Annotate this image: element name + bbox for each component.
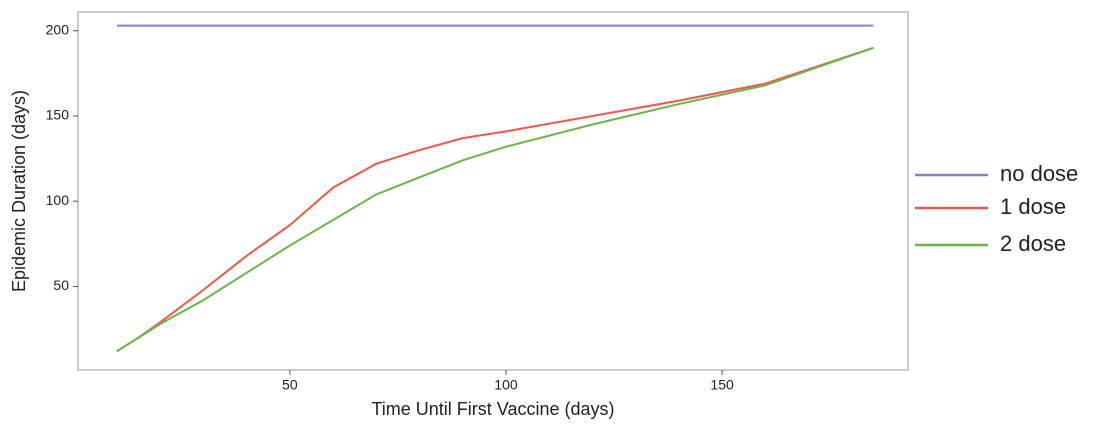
x-tick-label: 150 — [710, 377, 734, 393]
legend-label: no dose — [1000, 161, 1078, 186]
x-axis-label: Time Until First Vaccine (days) — [371, 399, 614, 419]
plot-frame — [77, 11, 909, 371]
line — [116, 46, 874, 353]
legend-label: 2 dose — [1000, 231, 1066, 256]
x-tick-label: 50 — [282, 377, 298, 393]
y-axis-label: Epidemic Duration (days) — [9, 90, 29, 292]
x-tick-label: 100 — [494, 377, 518, 393]
y-tick-label: 200 — [46, 21, 70, 37]
line — [116, 46, 874, 353]
legend-label: 1 dose — [1000, 194, 1066, 219]
y-tick-label: 50 — [53, 277, 69, 293]
y-tick-label: 100 — [46, 192, 70, 208]
y-tick-label: 150 — [46, 107, 70, 123]
